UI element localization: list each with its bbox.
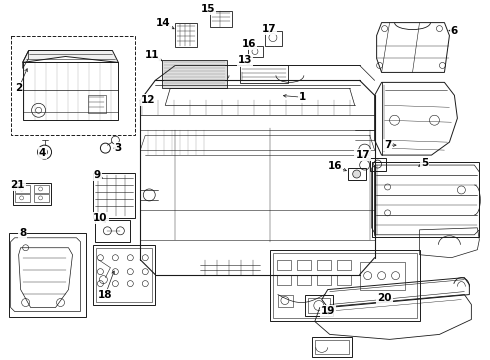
Bar — [315, 340, 349, 354]
Polygon shape — [23, 50, 119, 62]
Text: 16: 16 — [327, 161, 342, 171]
Bar — [94, 245, 155, 305]
Bar — [89, 95, 106, 113]
Bar — [240, 66, 288, 84]
Bar — [270, 250, 419, 321]
Bar — [317, 260, 331, 270]
Bar — [34, 185, 49, 193]
Bar — [297, 260, 311, 270]
Bar — [273, 253, 416, 319]
Text: 1: 1 — [299, 92, 306, 102]
Bar — [308, 298, 330, 314]
Bar — [348, 168, 366, 180]
Bar — [210, 11, 232, 27]
Text: 18: 18 — [98, 289, 113, 300]
Bar — [305, 294, 333, 316]
Bar — [312, 337, 352, 357]
Text: 14: 14 — [156, 18, 171, 28]
Bar — [34, 194, 49, 202]
Bar — [297, 275, 311, 285]
Text: 20: 20 — [377, 293, 392, 302]
Bar — [360, 262, 405, 289]
Text: 17: 17 — [355, 150, 370, 160]
Bar — [337, 260, 351, 270]
Text: 16: 16 — [242, 39, 256, 49]
Text: 13: 13 — [238, 55, 252, 66]
Bar — [96, 220, 130, 242]
Bar — [369, 158, 386, 171]
Text: 7: 7 — [384, 140, 392, 150]
Bar — [15, 194, 29, 202]
Text: 4: 4 — [39, 148, 46, 158]
Bar — [94, 173, 135, 218]
Bar — [9, 233, 86, 318]
Bar — [13, 183, 50, 205]
Bar — [337, 275, 351, 285]
Bar — [11, 36, 135, 135]
Text: 9: 9 — [94, 170, 101, 180]
Text: 21: 21 — [10, 180, 25, 190]
Bar — [175, 23, 197, 46]
Text: 12: 12 — [141, 95, 155, 105]
Bar — [317, 275, 331, 285]
Bar — [277, 260, 291, 270]
Bar — [371, 162, 479, 237]
Text: 3: 3 — [115, 143, 122, 153]
Text: 6: 6 — [451, 26, 458, 36]
Text: 17: 17 — [262, 24, 276, 33]
Bar — [97, 248, 152, 302]
Bar — [15, 185, 29, 193]
Bar — [277, 275, 291, 285]
Text: 2: 2 — [15, 84, 22, 93]
Bar — [278, 294, 293, 306]
Bar — [162, 60, 227, 88]
Bar — [248, 45, 263, 58]
Text: 19: 19 — [320, 306, 335, 316]
Bar — [265, 31, 282, 45]
Text: 8: 8 — [19, 228, 26, 238]
Circle shape — [353, 170, 361, 178]
Text: 11: 11 — [145, 50, 160, 60]
Text: 10: 10 — [93, 213, 108, 223]
Text: 15: 15 — [201, 4, 215, 14]
Text: 5: 5 — [421, 158, 428, 168]
